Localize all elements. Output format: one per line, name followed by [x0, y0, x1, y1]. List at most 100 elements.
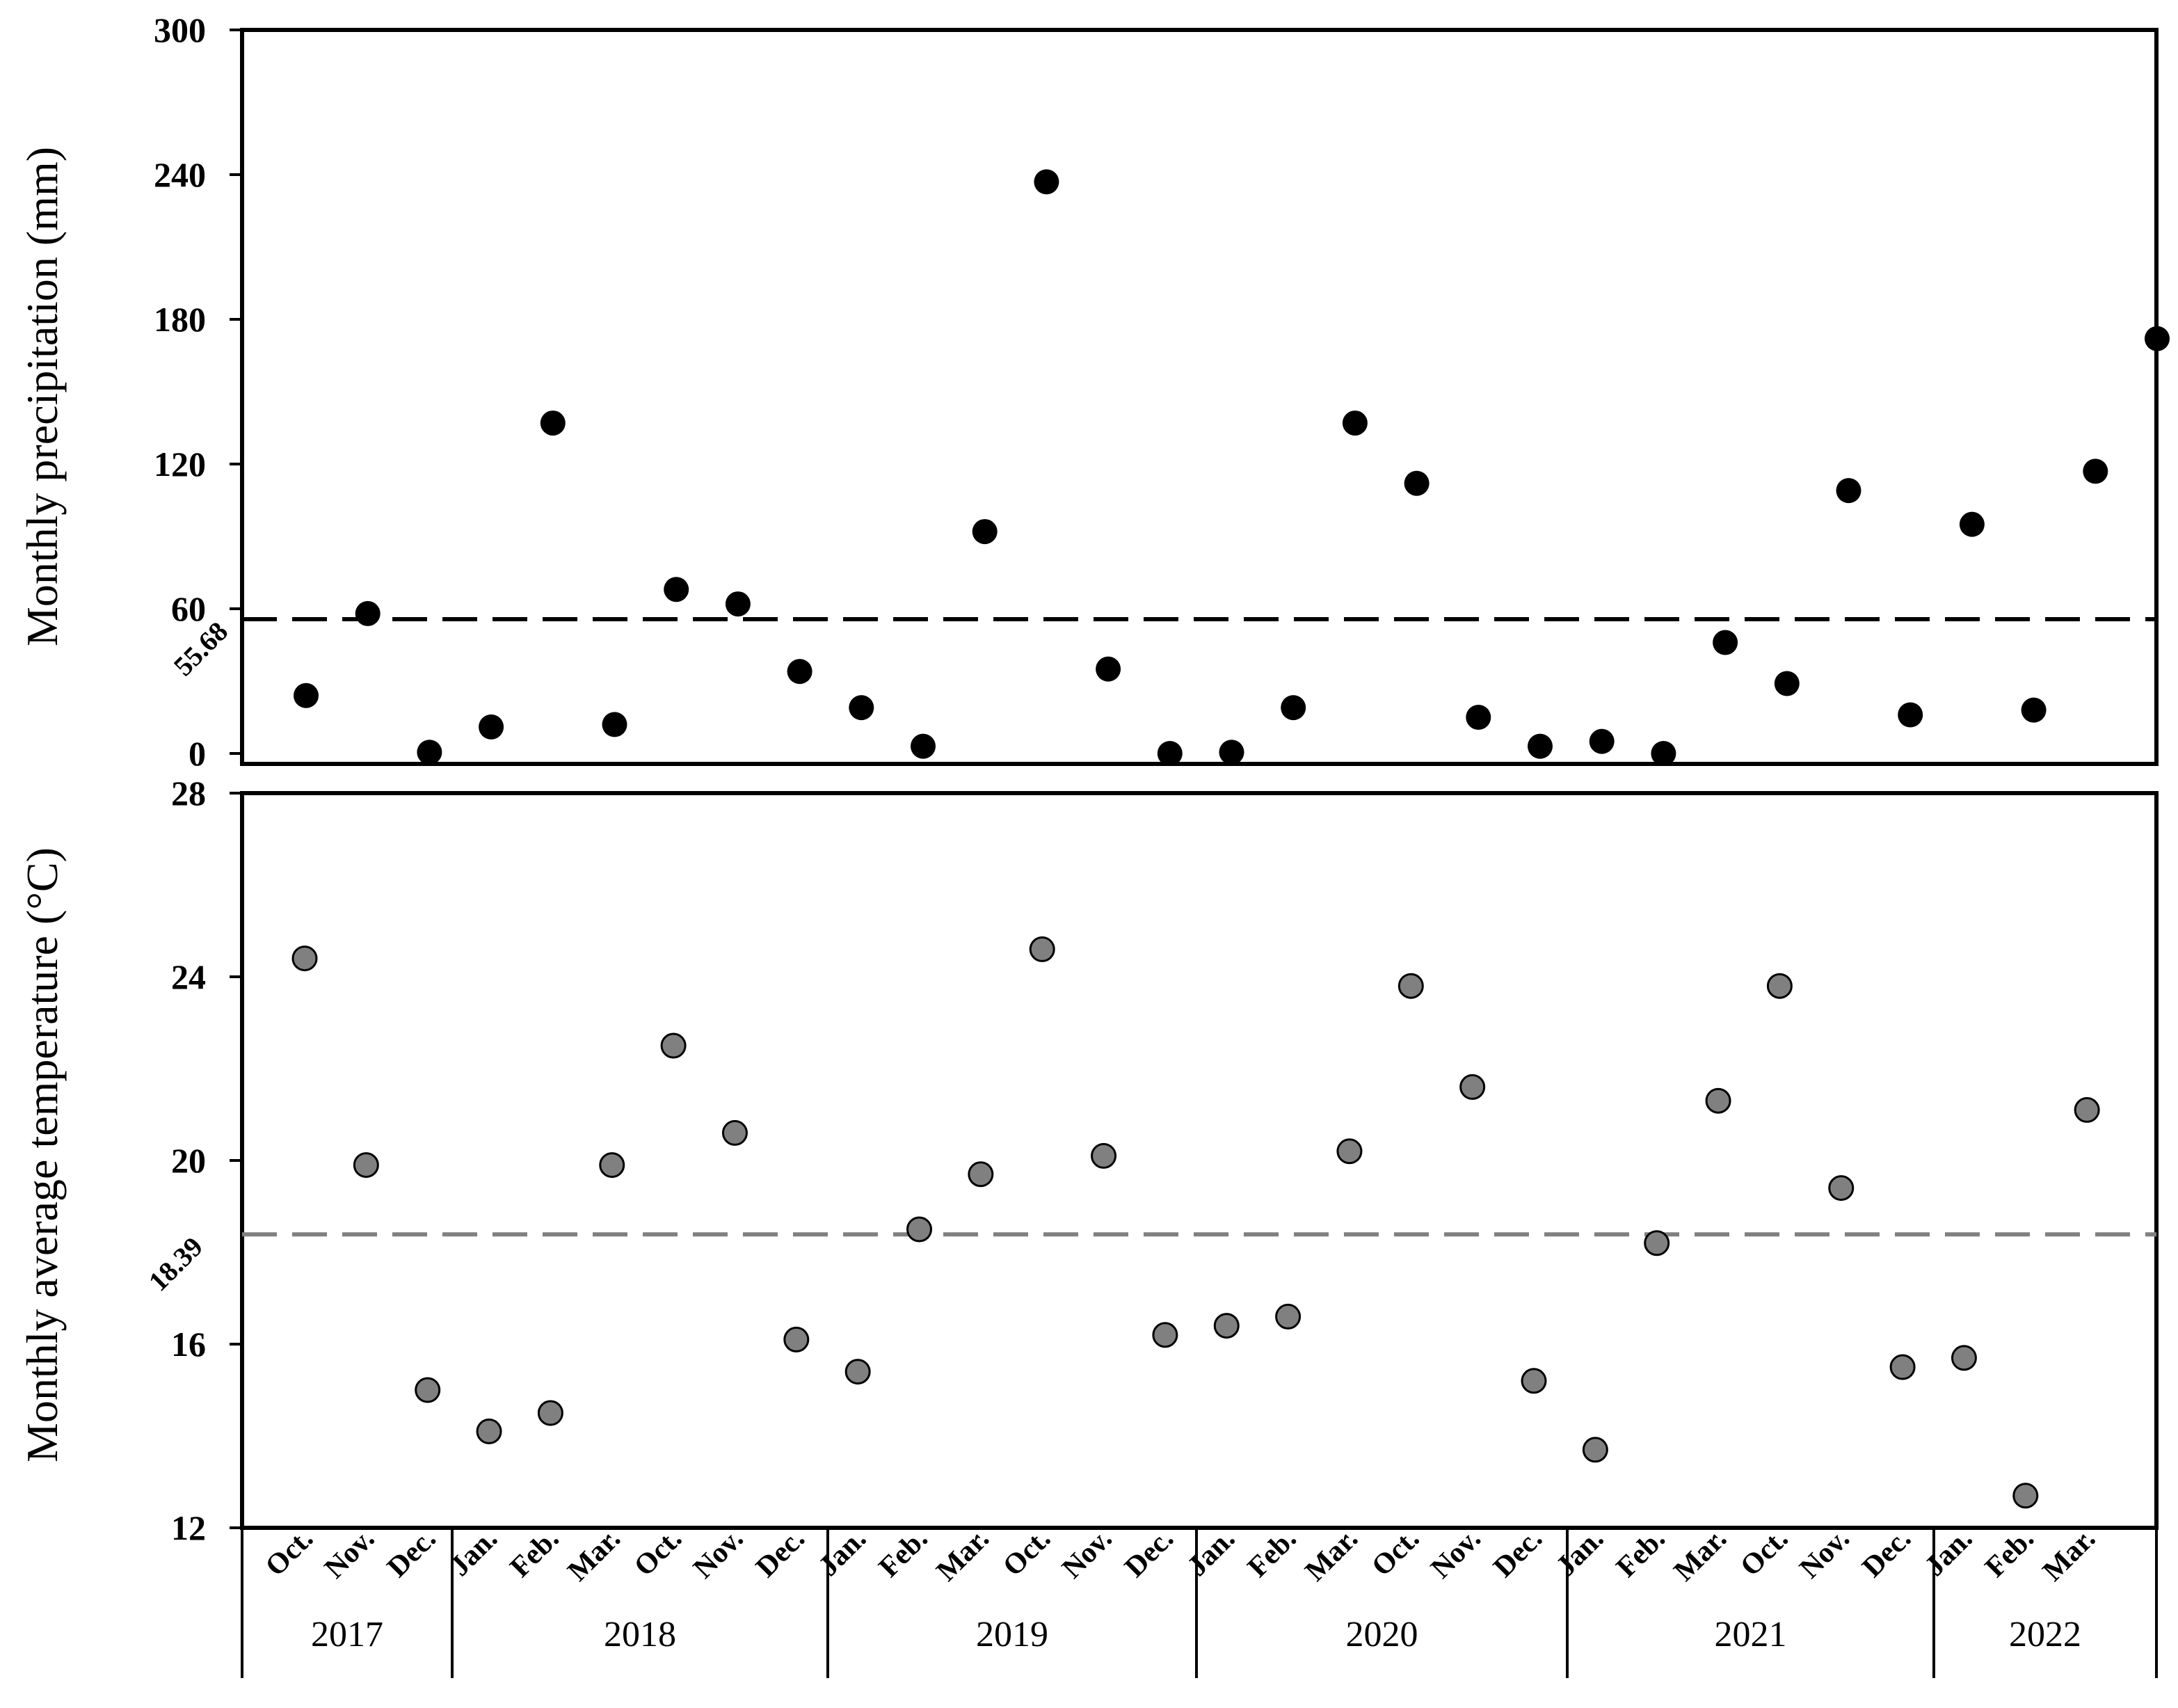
month-tick-label: Dec.	[381, 1523, 442, 1584]
data-point	[1342, 410, 1368, 436]
data-point	[599, 1152, 625, 1179]
data-point	[1589, 728, 1615, 754]
data-point	[1275, 1303, 1302, 1330]
data-point	[1713, 630, 1738, 655]
month-tick-label: Nov.	[687, 1523, 749, 1585]
y-tick-label: 12	[171, 1508, 206, 1547]
month-tick-label: Dec.	[1119, 1523, 1180, 1584]
data-point	[355, 600, 381, 626]
data-point	[1836, 478, 1861, 504]
data-point	[968, 1161, 994, 1188]
data-point	[1034, 169, 1059, 195]
data-point	[2083, 458, 2108, 484]
year-label: 2022	[2009, 1615, 2081, 1654]
month-tick-label: Feb.	[504, 1523, 566, 1584]
data-point	[602, 712, 627, 737]
y-tick-label: 300	[154, 10, 206, 49]
data-point	[417, 740, 442, 765]
y-tick-label: 20	[171, 1141, 206, 1180]
data-point	[1889, 1354, 1916, 1380]
data-point	[479, 714, 504, 740]
data-point	[1213, 1313, 1240, 1339]
temperature-panel: 12 16 20 24 28 18.39 Monthly average tempera…	[17, 774, 2159, 1547]
data-point	[1091, 1142, 1117, 1169]
y-tick-label: 16	[171, 1325, 206, 1364]
data-point	[1951, 1345, 1977, 1371]
month-tick-label: Feb.	[1242, 1523, 1303, 1584]
month-tick-label: Nov.	[1425, 1523, 1487, 1585]
data-point	[415, 1377, 441, 1403]
data-point	[294, 683, 319, 708]
year-label: 2019	[976, 1615, 1048, 1654]
month-tick-label: Mar.	[1668, 1523, 1733, 1588]
data-point	[540, 410, 566, 436]
data-point	[1959, 511, 1985, 537]
month-tick-label: Oct.	[259, 1523, 319, 1583]
precipitation-y-ticks: 0 60 120 180 240 300	[154, 10, 242, 773]
data-point	[1774, 671, 1800, 696]
precipitation-y-axis-label: Monthly precipitation (mm)	[17, 147, 67, 646]
data-point	[1398, 973, 1424, 999]
month-tick-label: Oct.	[997, 1523, 1057, 1583]
y-tick-label: 24	[171, 957, 206, 996]
month-tick-label: Oct.	[1366, 1523, 1425, 1583]
data-point	[664, 577, 689, 602]
data-point	[1521, 1368, 1547, 1394]
data-point	[1766, 973, 1793, 999]
month-tick-label: Mar.	[1299, 1523, 1364, 1588]
year-label: 2018	[604, 1615, 676, 1654]
y-tick-label: 28	[171, 774, 206, 813]
month-tick-label: Feb.	[873, 1523, 934, 1584]
month-tick-label: Dec.	[750, 1523, 811, 1584]
year-label: 2021	[1715, 1615, 1787, 1654]
temperature-y-ticks: 12 16 20 24 28	[171, 774, 242, 1547]
month-tick-label: Nov.	[1056, 1523, 1118, 1585]
month-tick-label: Jan.	[1550, 1523, 1610, 1583]
month-tick-label: Jan.	[1181, 1523, 1241, 1583]
data-point	[1459, 1074, 1486, 1100]
month-tick-label: Mar.	[2037, 1523, 2101, 1588]
temperature-y-axis-label: Monthly average temperature (°C)	[17, 847, 67, 1462]
y-tick-label: 180	[154, 300, 206, 339]
data-point	[844, 1359, 871, 1385]
data-point	[783, 1326, 810, 1352]
y-tick-label: 120	[154, 445, 206, 484]
month-tick-label: Oct.	[1734, 1523, 1794, 1583]
data-point	[972, 519, 998, 545]
precipitation-points	[294, 169, 2170, 766]
year-label: 2017	[311, 1615, 383, 1654]
data-point	[725, 591, 751, 617]
month-tick-label: Feb.	[1610, 1523, 1672, 1584]
temperature-points	[291, 936, 2100, 1509]
y-tick-label: 240	[154, 155, 206, 194]
data-point	[660, 1032, 687, 1059]
data-point	[1898, 702, 1923, 728]
data-point	[1651, 741, 1676, 766]
data-point	[906, 1216, 932, 1243]
data-point	[2021, 697, 2047, 723]
month-tick-label: Mar.	[931, 1523, 995, 1588]
data-point	[476, 1418, 502, 1444]
data-point	[1336, 1138, 1363, 1165]
data-point	[2145, 326, 2170, 351]
data-point	[2012, 1483, 2039, 1509]
y-tick-label: 0	[189, 734, 206, 773]
data-point	[787, 659, 812, 685]
data-point	[1096, 656, 1121, 682]
precipitation-plot-frame	[240, 28, 2159, 766]
data-point	[849, 695, 874, 721]
temperature-mean-label: 18.39	[143, 1231, 209, 1297]
x-axis: Oct.Nov. Dec. Jan. Feb.Mar. Oct.Nov. Dec. Jan.…	[241, 1523, 2158, 1678]
month-tick-label: Mar.	[562, 1523, 627, 1588]
month-tick-label: Oct.	[628, 1523, 688, 1583]
data-point	[2074, 1096, 2100, 1123]
data-point	[1157, 741, 1183, 766]
month-tick-label: Jan.	[1919, 1523, 1978, 1583]
data-point	[1466, 705, 1491, 730]
data-point	[353, 1152, 379, 1179]
month-tick-label: Nov.	[1793, 1523, 1855, 1585]
data-point	[1528, 733, 1553, 759]
data-point	[1152, 1322, 1178, 1348]
